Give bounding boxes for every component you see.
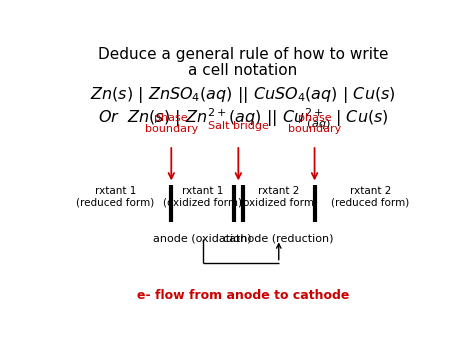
Text: rxtant 2
(reduced form): rxtant 2 (reduced form) [331,186,410,208]
Text: anode (oxidation): anode (oxidation) [153,234,252,244]
Text: phase
boundary: phase boundary [288,113,341,134]
Text: rxtant 2
(oxidized form): rxtant 2 (oxidized form) [239,186,318,208]
Text: cathode (reduction): cathode (reduction) [224,234,334,244]
Text: rxtant 1
(reduced form): rxtant 1 (reduced form) [76,186,155,208]
Text: e- flow from anode to cathode: e- flow from anode to cathode [137,289,349,302]
Text: a cell notation: a cell notation [188,63,298,78]
Text: $\mathit{Zn(s)\ |\ ZnSO_4(aq)\ ||\ CuSO_4(aq)\ |\ Cu(s)}$: $\mathit{Zn(s)\ |\ ZnSO_4(aq)\ ||\ CuSO_… [90,85,396,105]
Text: Salt bridge: Salt bridge [208,121,269,131]
Text: rxtant 1
(oxidized form): rxtant 1 (oxidized form) [163,186,242,208]
Text: phase
boundary: phase boundary [145,113,198,134]
Text: Deduce a general rule of how to write: Deduce a general rule of how to write [98,47,388,62]
Text: $\mathit{Or\ \ Zn(s)\ |\ Zn^{2+}(aq)\ ||\ Cu^{2+}_{\ (aq)}\ |\ Cu(s)}$: $\mathit{Or\ \ Zn(s)\ |\ Zn^{2+}(aq)\ ||… [98,107,388,132]
